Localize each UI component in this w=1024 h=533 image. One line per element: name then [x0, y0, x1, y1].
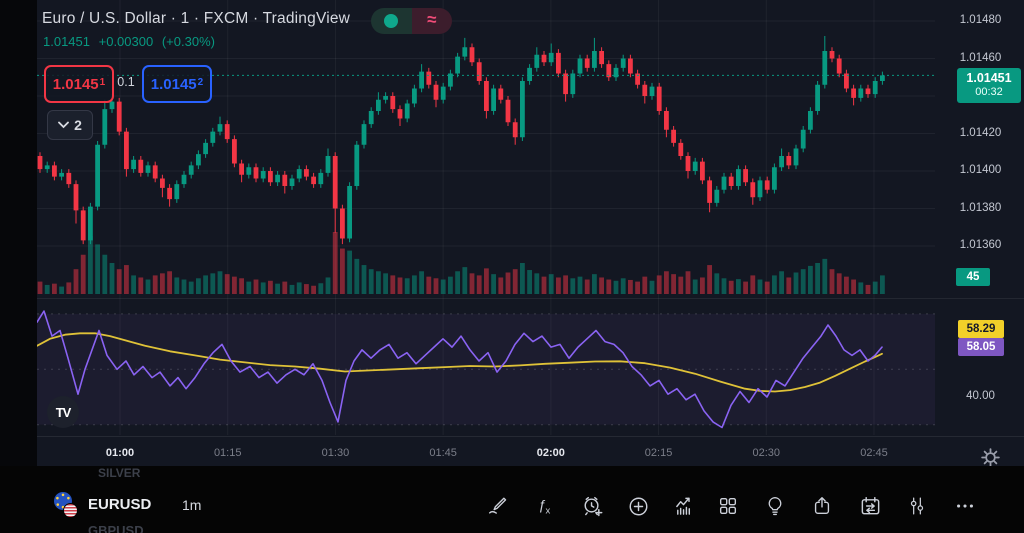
indicators-button[interactable]: ƒ x [531, 492, 559, 520]
idea-bulb-icon [768, 497, 782, 516]
alert-plus-icon [583, 496, 602, 516]
left-letterbox [0, 0, 37, 466]
draw-button[interactable] [483, 492, 511, 520]
indicator-count: 2 [74, 117, 82, 133]
plus-circle-icon [629, 497, 647, 515]
time-axis-label: 01:00 [105, 447, 135, 459]
add-symbol-button[interactable] [624, 492, 652, 520]
spread-label: 0.1 [117, 75, 135, 89]
chevron-down-icon [58, 121, 69, 129]
price-axis-label: 1.01380 [959, 201, 1002, 214]
symbol-carousel-prev[interactable]: SILVER [98, 466, 141, 480]
last-price-text: 1.01451 [43, 34, 90, 49]
price-axis-label: 1.01400 [959, 164, 1002, 176]
chart-canvas[interactable] [0, 0, 1024, 466]
candle-details-icon [910, 497, 924, 515]
time-axis-label: 02:00 [536, 447, 565, 459]
time-axis-label: 01:15 [213, 447, 242, 459]
sell-price-pip: 1 [99, 76, 106, 88]
buy-button[interactable]: 1.0145 2 [142, 65, 212, 103]
price-axis-label: 1.01360 [959, 239, 1002, 251]
symbol-button[interactable]: EURUSD [88, 496, 152, 513]
last-price-badge: 1.01451 00:32 [957, 68, 1021, 103]
time-axis-label: 01:30 [321, 447, 350, 459]
price-axis-label: 1.01420 [959, 126, 1002, 139]
market-open-dot-icon [384, 14, 399, 28]
rsi-value-badge: 58.05 [958, 338, 1004, 356]
svg-text:ƒ: ƒ [538, 497, 546, 513]
buy-price-pip: 2 [197, 76, 204, 88]
candles-layer [37, 36, 935, 245]
price-change-line: 1.01451 +0.00300 (+0.30%) [43, 34, 220, 49]
svg-text:x: x [546, 506, 551, 517]
data-mode-half: ≈ [411, 8, 452, 34]
fx-indicators-icon: ƒ x [538, 497, 551, 517]
price-axis-label: 1.01460 [959, 51, 1002, 64]
details-button[interactable] [903, 492, 931, 520]
time-axis-label: 02:15 [644, 447, 673, 459]
us-flag-icon [63, 503, 78, 518]
add-alert-button[interactable] [578, 492, 606, 520]
bar-countdown: 00:32 [975, 86, 1003, 99]
price-change-pct: (+0.30%) [161, 34, 215, 49]
connection-status-pill[interactable]: ≈ [371, 8, 452, 34]
share-icon [814, 497, 830, 515]
tradingview-watermark-logo: TV [47, 396, 79, 428]
sell-button[interactable]: 1.0145 1 [44, 65, 114, 103]
rsi-level-label: 40.00 [966, 390, 995, 402]
more-button[interactable] [951, 492, 979, 520]
ellipsis-icon [957, 504, 973, 508]
sell-price: 1.0145 [52, 75, 99, 93]
badge-price: 1.01451 [966, 70, 1012, 85]
gear-icon [980, 447, 1000, 467]
symbol-flag-icon [54, 492, 78, 518]
volume-layer [37, 232, 885, 294]
share-button[interactable] [808, 492, 836, 520]
buy-price: 1.0145 [150, 75, 197, 93]
layout-grid-icon [719, 497, 737, 515]
market-status-half [371, 8, 412, 34]
stats-chart-icon [675, 497, 690, 515]
ideas-button[interactable] [761, 492, 789, 520]
bottom-toolbar [0, 466, 1024, 533]
draw-icon [488, 497, 507, 514]
interval-button[interactable]: 1m [182, 497, 202, 513]
time-axis-label: 01:45 [429, 447, 457, 459]
price-axis-label: 1.01480 [959, 14, 1002, 26]
approx-data-icon: ≈ [427, 10, 437, 29]
time-axis-label: 02:30 [752, 447, 781, 459]
calendar-swap-icon [861, 496, 879, 514]
collapse-indicators-chip[interactable]: 2 [47, 110, 93, 140]
price-change-abs: +0.00300 [98, 34, 154, 49]
time-axis-label: 02:45 [860, 447, 888, 459]
volume-value-badge: 45 [956, 268, 990, 286]
chart-settings-button[interactable] [978, 445, 1002, 469]
rsi-ma-value-badge: 58.29 [958, 320, 1004, 338]
layouts-button[interactable] [714, 492, 742, 520]
symbol-carousel-next[interactable]: GBPUSD [88, 523, 144, 533]
rsi-layer [36, 310, 935, 429]
go-to-date-button[interactable] [856, 492, 884, 520]
chart-title[interactable]: Euro / U.S. Dollar · 1 · FXCM · TradingV… [42, 10, 351, 27]
stats-button[interactable] [670, 492, 698, 520]
